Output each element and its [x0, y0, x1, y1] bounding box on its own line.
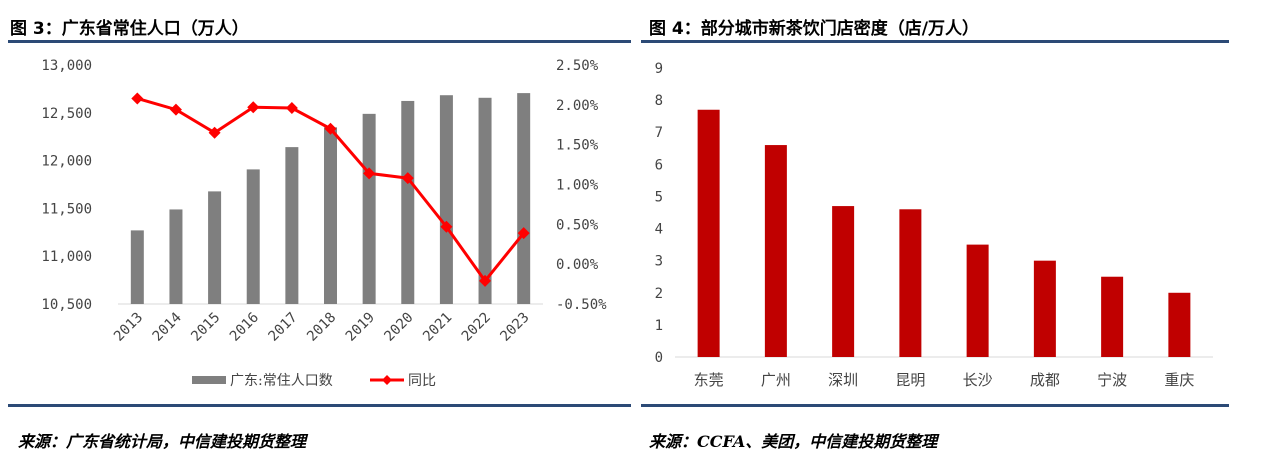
right-y-tick-label: 1.00%	[556, 178, 599, 194]
y-tick-label: 6	[655, 157, 663, 173]
top-rule-right	[641, 40, 1229, 43]
left-y-tick-label: 10,500	[41, 297, 92, 313]
y-tick-label: 1	[655, 318, 663, 334]
right-y-tick-label: 1.50%	[556, 138, 599, 154]
population-bar	[324, 127, 337, 304]
x-axis-year-label: 2014	[150, 310, 185, 345]
growth-rate-point	[247, 101, 260, 114]
figure-3-title: 图 3：广东省常住人口（万人）	[10, 19, 249, 39]
legend-bar-swatch	[192, 376, 226, 384]
y-tick-label: 4	[655, 222, 663, 238]
density-bar	[966, 244, 989, 357]
x-axis-year-label: 2016	[227, 310, 262, 345]
y-tick-label: 0	[655, 350, 663, 366]
growth-rate-point	[440, 220, 453, 233]
growth-rate-point	[363, 167, 376, 180]
growth-rate-point	[208, 126, 221, 139]
city-label: 东莞	[694, 371, 724, 389]
population-bar	[285, 147, 299, 304]
right-y-tick-label: 2.50%	[556, 58, 599, 74]
y-tick-label: 5	[655, 189, 663, 205]
density-bar	[832, 206, 855, 357]
density-bar	[1033, 260, 1056, 357]
left-y-tick-label: 11,000	[41, 249, 92, 265]
legend-line-label: 同比	[408, 373, 436, 389]
left-y-tick-label: 13,000	[41, 58, 92, 74]
city-label: 昆明	[895, 371, 925, 389]
x-axis-year-label: 2021	[420, 310, 455, 345]
population-bar	[246, 169, 260, 304]
figure-4-source: 来源：CCFA、美团，中信建投期货整理	[649, 432, 938, 451]
population-bar	[362, 113, 376, 305]
population-bar	[208, 191, 222, 304]
bottom-rule-right	[641, 404, 1229, 407]
left-y-tick-label: 11,500	[41, 201, 92, 217]
left-y-tick-label: 12,000	[41, 154, 92, 170]
y-tick-label: 3	[655, 254, 663, 270]
right-y-tick-label: 0.50%	[556, 217, 599, 233]
y-tick-label: 8	[655, 93, 663, 109]
x-axis-year-label: 2023	[497, 310, 532, 345]
figure-3-source: 来源：广东省统计局，中信建投期货整理	[18, 432, 307, 451]
growth-rate-point	[169, 103, 182, 116]
population-bar	[169, 209, 183, 304]
city-label: 重庆	[1164, 371, 1194, 389]
x-axis-year-label: 2017	[266, 310, 301, 345]
right-y-tick-label: 2.00%	[556, 98, 599, 114]
city-label: 宁波	[1097, 371, 1127, 389]
top-rule-left	[8, 40, 631, 43]
y-tick-label: 7	[655, 125, 663, 141]
density-bar	[1168, 292, 1191, 357]
density-bar	[1101, 276, 1124, 357]
x-axis-year-label: 2022	[459, 310, 494, 345]
x-axis-year-label: 2013	[111, 310, 146, 345]
x-axis-year-label: 2015	[188, 310, 223, 345]
density-bar	[899, 209, 922, 357]
bottom-rule-left	[8, 404, 631, 407]
density-bar	[764, 145, 787, 357]
population-bar	[478, 97, 492, 304]
y-tick-label: 2	[655, 286, 663, 302]
city-label: 深圳	[828, 371, 858, 389]
population-bar	[401, 100, 415, 304]
x-axis-year-label: 2018	[304, 310, 339, 345]
city-label: 成都	[1030, 371, 1060, 389]
density-bar	[697, 109, 720, 357]
population-chart: 13,000 12,500 12,000 11,500 11,000 10,500 2.5…	[41, 58, 607, 389]
tea-store-density-chart: 9 8 7 6 5 4 3 2 1 0 东莞 广州 深圳 昆明 长沙 成都 宁波 重庆	[655, 61, 1213, 389]
x-axis-year-label: 2020	[381, 310, 416, 345]
city-label: 广州	[761, 371, 791, 389]
figure-4-title: 图 4：部分城市新茶饮门店密度（店/万人）	[649, 19, 979, 39]
growth-rate-point	[131, 92, 144, 105]
growth-rate-point	[285, 102, 298, 115]
legend-bar-label: 广东:常住人口数	[230, 373, 333, 389]
left-y-tick-label: 12,500	[41, 106, 92, 122]
growth-rate-point	[401, 172, 414, 185]
city-label: 长沙	[963, 371, 993, 389]
growth-rate-point	[517, 227, 530, 240]
growth-rate-point	[324, 122, 337, 135]
population-bar	[517, 93, 531, 304]
x-axis-year-label: 2019	[343, 310, 378, 345]
right-y-tick-label: 0.00%	[556, 257, 599, 273]
legend-line-marker	[382, 375, 392, 385]
y-tick-label: 9	[655, 61, 663, 77]
right-y-tick-label: -0.50%	[556, 297, 607, 313]
population-bar	[130, 230, 144, 304]
population-bar	[439, 95, 453, 304]
growth-rate-point	[479, 274, 492, 287]
